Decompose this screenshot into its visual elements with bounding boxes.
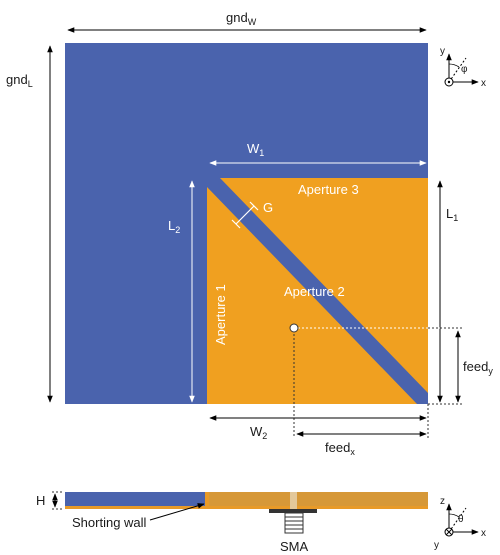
side-feed-pin (290, 492, 297, 509)
gnd-w-label: gndW (226, 10, 257, 27)
g-tick-2 (249, 201, 259, 211)
side-axis-z-label: z (440, 496, 445, 507)
side-ground-strip (65, 506, 428, 509)
shorting-wall-label: Shorting wall (72, 515, 147, 530)
l1-label: L1 (446, 206, 458, 223)
g-tick-1 (231, 219, 241, 229)
feed-y-label: feedy (463, 359, 493, 376)
sma-connector (284, 512, 304, 534)
aperture-1-label: Aperture 1 (213, 284, 228, 345)
top-axis-phi-label: φ (461, 64, 468, 75)
side-shorting-wall (205, 492, 209, 509)
w1-label: W1 (247, 141, 264, 158)
side-axis-y-label: y (434, 540, 439, 551)
shorting-wall-pointer (149, 503, 205, 521)
aperture-3-label: Aperture 3 (298, 182, 359, 197)
l2-label: L2 (168, 218, 180, 235)
aperture-2-slot (207, 178, 428, 404)
top-axis-x-label: x (481, 78, 486, 89)
top-axes-icon: y x φ (440, 46, 486, 89)
w2-label: W2 (250, 424, 267, 441)
sma-flange (269, 509, 317, 513)
side-axis-x-label: x (481, 528, 486, 539)
side-axis-theta-label: θ (458, 514, 464, 525)
side-ground (65, 492, 207, 506)
side-substrate (207, 492, 428, 509)
top-axis-y-label: y (440, 46, 445, 57)
aperture-2-label: Aperture 2 (284, 284, 345, 299)
feed-point (289, 323, 299, 333)
g-label: G (263, 200, 273, 215)
side-axes-icon: z x y θ (434, 496, 486, 551)
h-label: H (36, 493, 45, 508)
feed-x-label: feedx (325, 440, 355, 457)
gnd-l-label: gndL (6, 72, 33, 89)
g-dimension (235, 205, 255, 225)
sma-label: SMA (280, 539, 309, 554)
